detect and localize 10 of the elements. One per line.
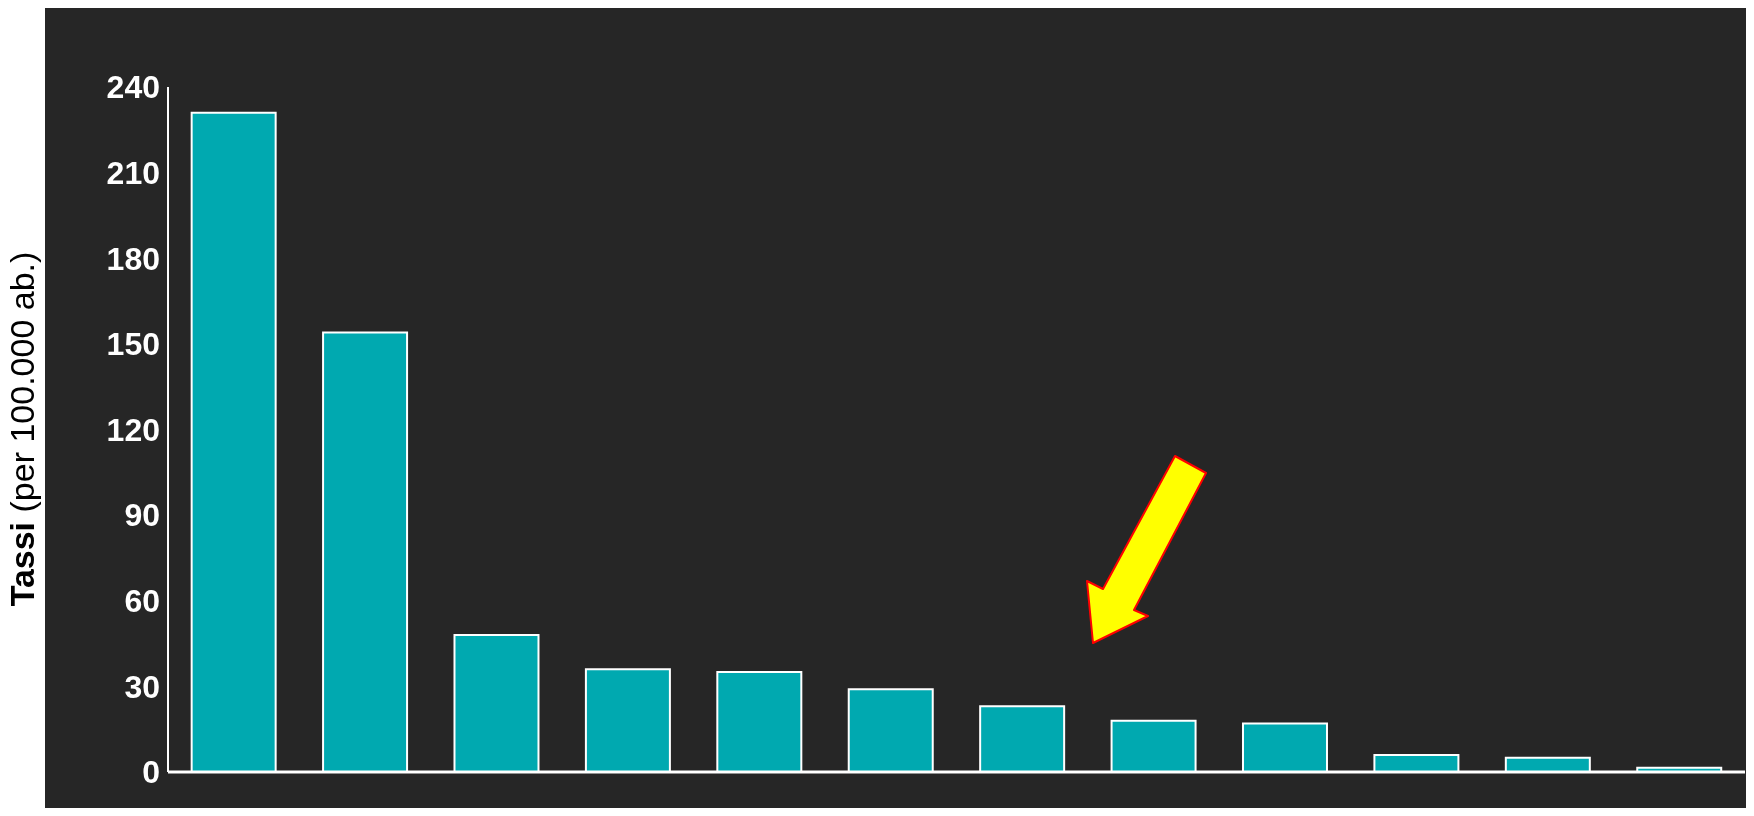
y-tick-label: 240 <box>106 69 160 106</box>
y-tick-label: 180 <box>106 240 160 277</box>
y-tick-label: 90 <box>124 497 160 534</box>
y-tick-label: 0 <box>142 754 160 791</box>
y-axis-title: Tassi (per 100.000 ab.) <box>2 251 41 607</box>
y-tick-label: 120 <box>106 411 160 448</box>
y-tick-label: 150 <box>106 326 160 363</box>
y-tick-label: 60 <box>124 583 160 620</box>
y-tick-label: 30 <box>124 668 160 705</box>
y-tick-label: 210 <box>106 154 160 191</box>
